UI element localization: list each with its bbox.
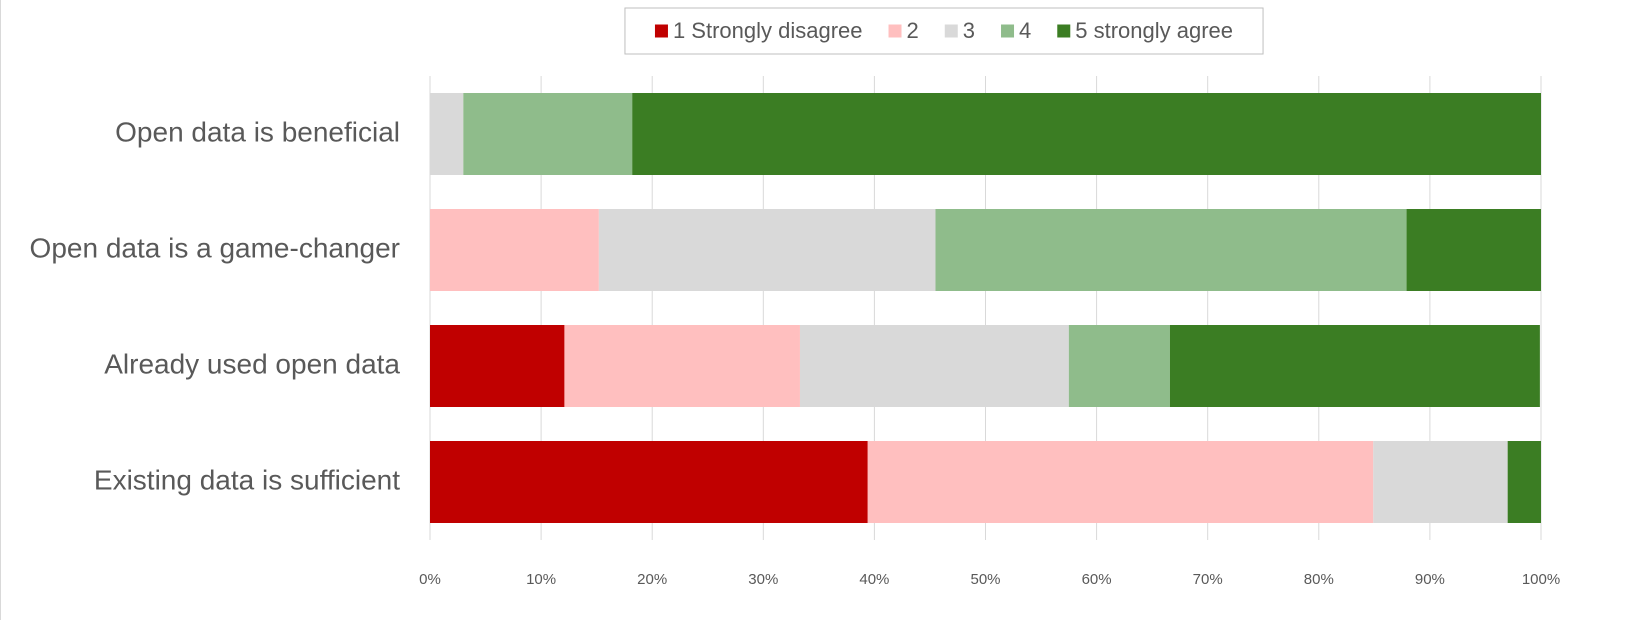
legend-swatch xyxy=(944,24,958,38)
category-label: Open data is beneficial xyxy=(115,116,400,147)
bar-segment xyxy=(1068,325,1170,407)
category-label: Already used open data xyxy=(104,348,400,379)
bar-segment xyxy=(430,325,565,407)
bar-segment xyxy=(564,325,800,407)
bar-segment xyxy=(632,93,1541,175)
x-tick-label: 50% xyxy=(970,571,1000,588)
bar-segment xyxy=(430,93,464,175)
x-tick-label: 70% xyxy=(1193,571,1223,588)
x-tick-label: 30% xyxy=(748,571,778,588)
legend-box xyxy=(624,7,1264,55)
legend-swatch xyxy=(888,24,902,38)
legend-label: 1 Strongly disagree xyxy=(673,18,863,43)
bar-segment xyxy=(799,325,1069,407)
legend-label: 4 xyxy=(1019,18,1031,43)
bar-segment xyxy=(430,441,868,523)
x-tick-label: 80% xyxy=(1304,571,1334,588)
category-label: Existing data is sufficient xyxy=(94,464,400,495)
x-tick-label: 90% xyxy=(1415,571,1445,588)
bar-segment xyxy=(463,93,633,175)
category-label: Open data is a game-changer xyxy=(30,232,400,263)
bar-segment xyxy=(598,209,936,291)
bar-segment xyxy=(935,209,1407,291)
bar-segment xyxy=(1169,325,1540,407)
x-tick-label: 0% xyxy=(419,571,441,588)
legend-swatch xyxy=(1057,24,1071,38)
x-tick-label: 10% xyxy=(526,571,556,588)
x-tick-label: 100% xyxy=(1522,571,1560,588)
bar-segment xyxy=(430,209,599,291)
bar-segment xyxy=(867,441,1374,523)
legend-label: 5 strongly agree xyxy=(1075,18,1233,43)
x-tick-label: 60% xyxy=(1082,571,1112,588)
bar-segment xyxy=(1406,209,1541,291)
bar-segment xyxy=(1373,441,1508,523)
bar-segment xyxy=(1507,441,1541,523)
x-tick-label: 20% xyxy=(637,571,667,588)
legend-label: 3 xyxy=(963,18,975,43)
legend-label: 2 xyxy=(907,18,919,43)
legend-swatch xyxy=(1001,24,1015,38)
legend-swatch xyxy=(654,24,668,38)
x-tick-label: 40% xyxy=(859,571,889,588)
